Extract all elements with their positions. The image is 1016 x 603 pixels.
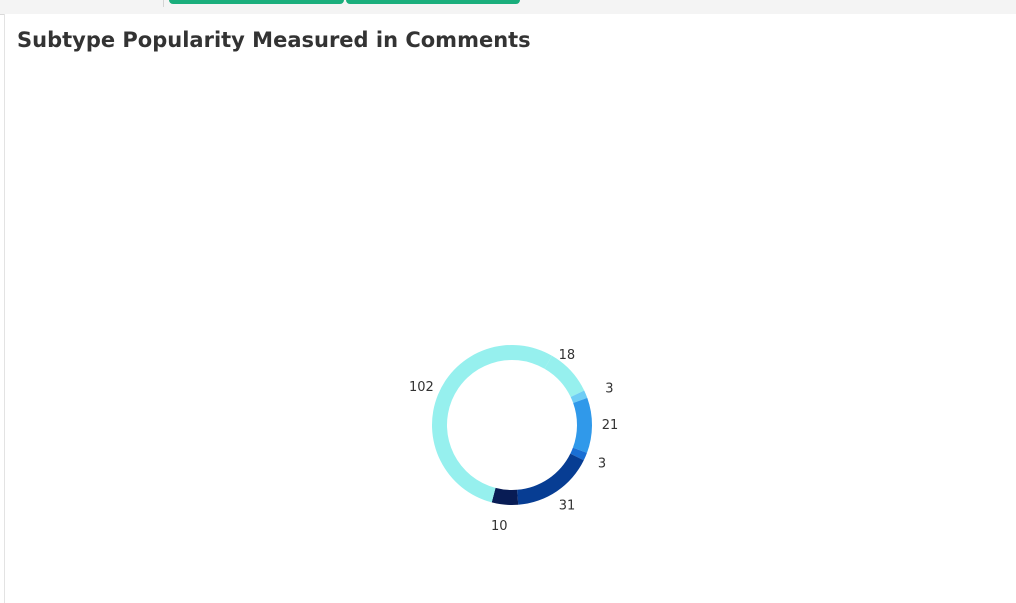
slice-label-0: 18 <box>559 348 576 363</box>
dashboard-tab-2[interactable] <box>346 0 520 4</box>
slice-label-6: 102 <box>409 380 434 395</box>
donut-slice-2[interactable] <box>572 397 593 453</box>
tab-strip-divider <box>163 0 164 7</box>
donut-slice-0[interactable] <box>544 355 585 397</box>
donut-slice-6[interactable] <box>432 345 552 503</box>
slice-label-1: 3 <box>605 382 613 397</box>
slice-label-4: 31 <box>559 499 576 514</box>
slice-label-3: 3 <box>598 456 606 471</box>
donut-slice-1[interactable] <box>570 390 588 403</box>
donut-slice-5[interactable] <box>491 487 519 505</box>
donut-slice-3[interactable] <box>570 447 587 461</box>
slice-label-2: 21 <box>602 418 619 433</box>
donut-slice-4[interactable] <box>517 453 584 505</box>
donut-labels: 18 3 21 3 31 10 102 <box>409 348 618 534</box>
donut-slices <box>432 345 593 505</box>
dashboard-tab-1[interactable] <box>169 0 344 4</box>
chart-title: Subtype Popularity Measured in Comments <box>17 28 531 52</box>
top-tab-strip <box>0 0 1016 15</box>
slice-label-5: 10 <box>491 519 508 534</box>
chart-sheet: Subtype Popularity Measured in Comments … <box>4 14 1016 603</box>
donut-chart: 18 3 21 3 31 10 102 <box>409 345 618 534</box>
